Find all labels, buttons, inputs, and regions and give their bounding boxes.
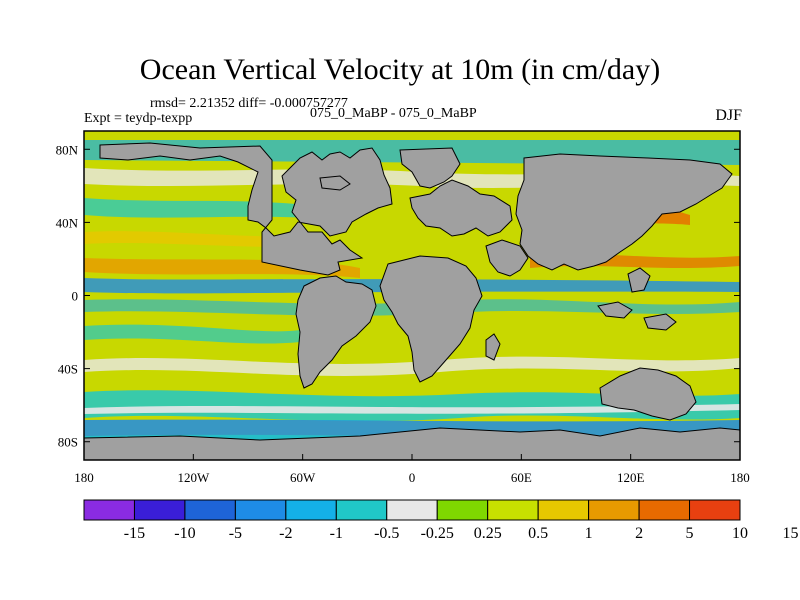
- x-tick-label: 120E: [617, 470, 645, 485]
- colorbar-swatch: [234, 499, 287, 521]
- x-axis: 180 120W 60W 0 60E 120E 180: [74, 454, 750, 485]
- colorbar-swatch: [638, 499, 691, 521]
- colorbar-swatch: [386, 499, 438, 521]
- colorbar-swatch: [335, 499, 388, 521]
- colorbar-label: -2: [279, 525, 292, 542]
- colorbar-swatch: [436, 499, 489, 521]
- y-tick-label: 40S: [58, 362, 78, 377]
- x-tick-label: 60W: [290, 470, 316, 485]
- y-axis: 80N 40N 0 40S 80S: [56, 142, 740, 450]
- rmsd-stat: rmsd= 2.21352 diff= -0.000757277: [150, 96, 348, 111]
- colorbar-label: 15: [782, 525, 798, 542]
- x-tick-label: 180: [730, 470, 750, 485]
- colorbar-label: -5: [229, 525, 242, 542]
- colorbar-label: -1: [330, 525, 343, 542]
- colorbar-label: 0.5: [528, 525, 548, 542]
- case-label: 075_0_MaBP - 075_0_MaBP: [310, 106, 477, 121]
- experiment-label: Expt = teydp-texpp: [84, 111, 193, 126]
- colorbar: -15 -10 -5 -2 -1 -0.5 -0.25 0.25 0.5 1 2 5 10 15: [83, 499, 798, 542]
- y-tick-label: 80S: [58, 435, 78, 450]
- x-tick-label: 180: [74, 470, 94, 485]
- colorbar-swatch: [184, 499, 236, 521]
- x-tick-label: 120W: [177, 470, 210, 485]
- season-label: DJF: [715, 107, 742, 124]
- y-tick-label: 80N: [56, 142, 79, 157]
- colorbar-swatch: [133, 499, 186, 521]
- colorbar-swatch: [487, 499, 539, 521]
- y-tick-label: 40N: [56, 215, 79, 230]
- colorbar-label: -10: [174, 525, 195, 542]
- colorbar-swatch: [689, 499, 741, 521]
- colorbar-label: 10: [732, 525, 748, 542]
- chart-title: Ocean Vertical Velocity at 10m (in cm/da…: [139, 53, 661, 86]
- colorbar-label: 5: [686, 525, 694, 542]
- colorbar-label: -0.5: [374, 525, 399, 542]
- colorbar-label: 2: [635, 525, 643, 542]
- colorbar-swatch: [83, 499, 135, 521]
- x-tick-label: 0: [409, 470, 416, 485]
- colorbar-label: -15: [124, 525, 145, 542]
- colorbar-swatch: [537, 499, 590, 521]
- colorbar-label: -0.25: [421, 525, 454, 542]
- ocean-field: [84, 131, 740, 460]
- colorbar-swatch: [588, 499, 640, 521]
- x-tick-label: 60E: [511, 470, 532, 485]
- y-tick-label: 0: [72, 289, 79, 304]
- colorbar-label: 1: [585, 525, 593, 542]
- colorbar-label: 0.25: [474, 525, 502, 542]
- colorbar-swatch: [285, 499, 337, 521]
